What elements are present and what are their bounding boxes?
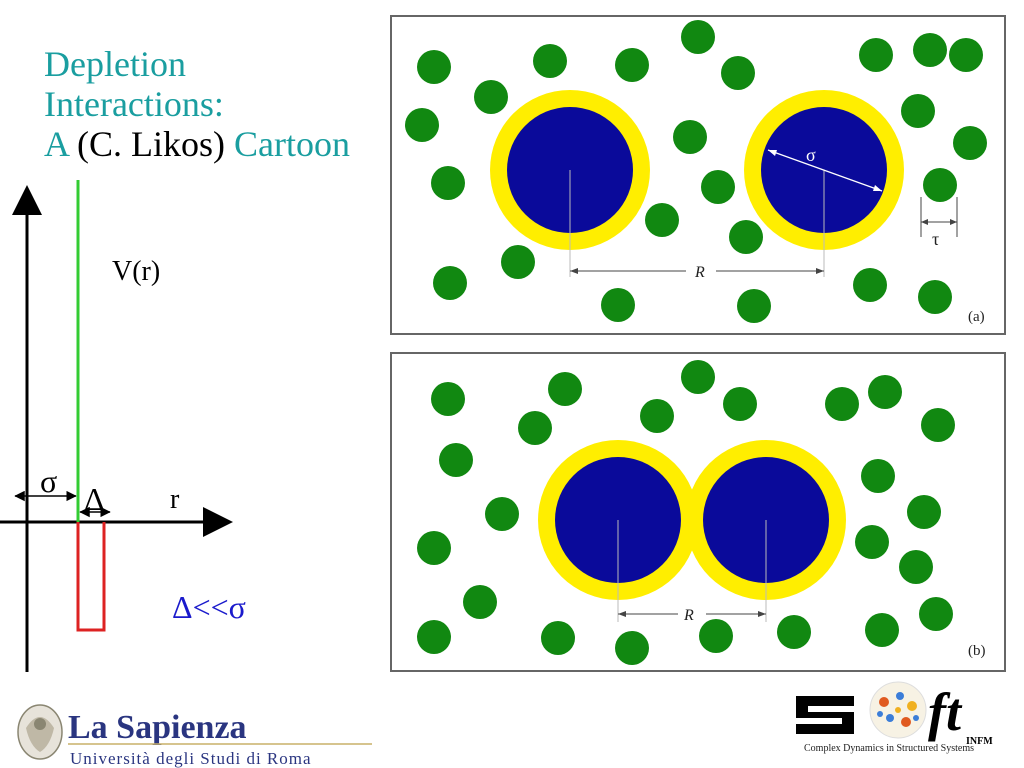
depletant-particle — [729, 220, 763, 254]
soft-o-icon — [869, 681, 927, 739]
tau-label: τ — [932, 229, 939, 249]
slide-title: Depletion Interactions: A (C. Likos) Car… — [44, 44, 350, 164]
title-a: A — [44, 124, 69, 164]
depletant-particle — [723, 387, 757, 421]
sigma-diameter-line — [767, 149, 883, 192]
sapienza-subtitle: Università degli Studi di Roma — [70, 749, 312, 768]
depletant-particle — [953, 126, 987, 160]
depletant-particle — [861, 459, 895, 493]
title-author: (C. Likos) — [68, 124, 235, 164]
soft-s-icon — [796, 696, 854, 734]
attractive-well — [76, 522, 106, 632]
depletant-particle — [921, 408, 955, 442]
depletant-particle — [919, 597, 953, 631]
depletant-particle — [501, 245, 535, 279]
depletant-particle — [640, 399, 674, 433]
soft-infm: INFM — [966, 736, 993, 747]
title-cartoon: Cartoon — [234, 124, 350, 164]
depletant-particle — [681, 20, 715, 54]
sigma-label: σ — [40, 463, 57, 499]
depletant-particle — [463, 585, 497, 619]
panel-a-tag: (a) — [968, 309, 985, 325]
panel-a-separated: R σ τ (a) — [390, 15, 1006, 335]
soft-tagline: Complex Dynamics in Structured Systems — [804, 743, 974, 754]
depletant-particle — [474, 80, 508, 114]
depletant-particle — [918, 280, 952, 314]
depletant-particle — [548, 372, 582, 406]
depletant-particles-a — [405, 20, 987, 323]
panel-b-contact: R (b) — [390, 352, 1006, 672]
depletant-particle — [433, 266, 467, 300]
depletant-particle — [533, 44, 567, 78]
depletant-particle — [518, 411, 552, 445]
depletant-particle — [405, 108, 439, 142]
depletant-particle — [541, 621, 575, 655]
panel-b-tag: (b) — [968, 643, 986, 659]
depletant-particle — [615, 631, 649, 665]
depletant-particle — [681, 360, 715, 394]
depletant-particle — [865, 613, 899, 647]
depletant-particle — [615, 48, 649, 82]
depletant-particle — [417, 50, 451, 84]
depletant-particle — [737, 289, 771, 323]
potential-plot: V(r) r σ Δ Δ<<σ — [0, 180, 246, 672]
depletant-particle — [825, 387, 859, 421]
depletant-particle — [923, 168, 957, 202]
depletant-particle — [485, 497, 519, 531]
depletant-particle — [601, 288, 635, 322]
soft-logo: ft INFM Complex Dynamics in Structured S… — [796, 681, 993, 754]
depletant-particle — [701, 170, 735, 204]
title-line-1: Depletion — [44, 44, 186, 84]
depletant-particle — [721, 56, 755, 90]
depletant-particle — [699, 619, 733, 653]
depletant-particle — [901, 94, 935, 128]
r-label-b: R — [683, 607, 694, 624]
depletant-particle — [855, 525, 889, 559]
depletant-particle — [431, 382, 465, 416]
delta-label: Δ — [84, 481, 105, 517]
depletant-particle — [899, 550, 933, 584]
v-of-r-label: V(r) — [112, 256, 160, 287]
title-line-2: Interactions: — [44, 84, 224, 124]
depletant-particle — [431, 166, 465, 200]
sapienza-logo: La Sapienza Università degli Studi di Ro… — [17, 704, 372, 768]
soft-ft: ft — [928, 682, 963, 742]
r-axis-label: r — [170, 484, 180, 515]
depletant-particle — [859, 38, 893, 72]
depletant-particle — [777, 615, 811, 649]
depletant-particle — [868, 375, 902, 409]
depletant-particles-b — [417, 360, 955, 665]
depletant-particle — [439, 443, 473, 477]
sapienza-name: La Sapienza — [68, 709, 247, 746]
depletant-particle — [949, 38, 983, 72]
depletant-particle — [913, 33, 947, 67]
sapienza-crest-icon — [17, 704, 63, 760]
depletant-particle — [417, 531, 451, 565]
depletant-particle — [417, 620, 451, 654]
sigma-label-a: σ — [806, 145, 816, 165]
delta-condition: Δ<<σ — [172, 589, 246, 625]
panel-a-frame — [390, 15, 1006, 335]
depletant-particle — [645, 203, 679, 237]
depletant-particle — [907, 495, 941, 529]
depletant-particle — [853, 268, 887, 302]
r-label-a: R — [694, 264, 705, 281]
depletant-particle — [673, 120, 707, 154]
title-line-3: A (C. Likos) Cartoon — [44, 124, 350, 164]
